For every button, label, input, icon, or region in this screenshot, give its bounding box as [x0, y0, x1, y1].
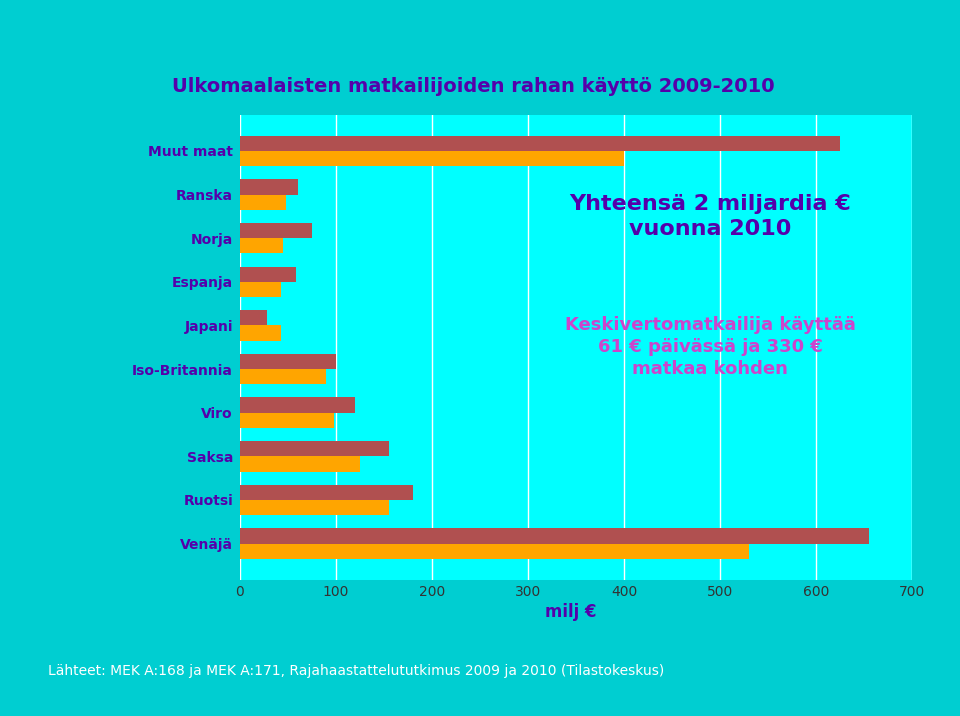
- Text: Yhteensä 2 miljardia €
vuonna 2010: Yhteensä 2 miljardia € vuonna 2010: [569, 194, 852, 239]
- Bar: [240, 310, 267, 326]
- Bar: [240, 528, 869, 543]
- Bar: [240, 485, 413, 500]
- Bar: [240, 326, 281, 341]
- Bar: [240, 223, 312, 238]
- Text: Ulkomaalaisten matkailijoiden rahan käyttö 2009-2010: Ulkomaalaisten matkailijoiden rahan käyt…: [172, 77, 775, 96]
- Text: Keskivertomatkailija käyttää
61 € päivässä ja 330 €
matkaa kohden: Keskivertomatkailija käyttää 61 € päiväs…: [565, 316, 855, 379]
- Text: milj €: milj €: [545, 603, 597, 621]
- Bar: [240, 354, 336, 369]
- Bar: [240, 456, 360, 472]
- Bar: [240, 369, 326, 384]
- Bar: [240, 151, 624, 166]
- Bar: [240, 282, 281, 297]
- Bar: [240, 441, 389, 456]
- Bar: [240, 179, 298, 195]
- Bar: [240, 500, 389, 516]
- Bar: [240, 397, 355, 412]
- Bar: [240, 412, 334, 428]
- Bar: [240, 195, 286, 210]
- Text: Lähteet: MEK A:168 ja MEK A:171, Rajahaastattelututkimus 2009 ja 2010 (Tilastoke: Lähteet: MEK A:168 ja MEK A:171, Rajahaa…: [48, 664, 664, 678]
- Bar: [240, 136, 840, 151]
- Bar: [240, 238, 283, 253]
- Bar: [240, 266, 296, 282]
- Bar: [240, 543, 749, 558]
